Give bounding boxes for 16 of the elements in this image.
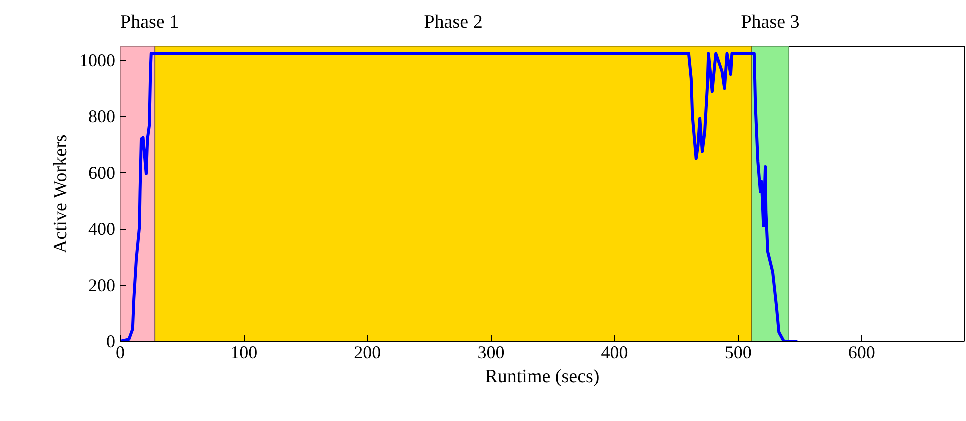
y-axis-title: Active Workers <box>50 134 72 254</box>
y-tick-label: 800 <box>88 106 116 127</box>
x-tick-label: 400 <box>601 342 628 362</box>
band-label: Phase 3 <box>741 12 800 33</box>
x-tick-label: 300 <box>478 342 505 362</box>
x-tick-label: 600 <box>848 342 876 362</box>
y-tick-label: 400 <box>88 219 116 240</box>
band-label: Phase 1 <box>120 12 180 33</box>
x-tick-label: 200 <box>354 342 382 362</box>
x-tick-label: 500 <box>724 342 752 362</box>
band-label: Phase 2 <box>424 12 483 33</box>
x-tick-label: 100 <box>230 342 258 362</box>
x-axis-title: Runtime (secs) <box>485 366 600 388</box>
y-tick-label: 600 <box>88 162 116 183</box>
y-tick-label: 1000 <box>80 50 116 71</box>
y-tick-label: 200 <box>88 275 116 296</box>
